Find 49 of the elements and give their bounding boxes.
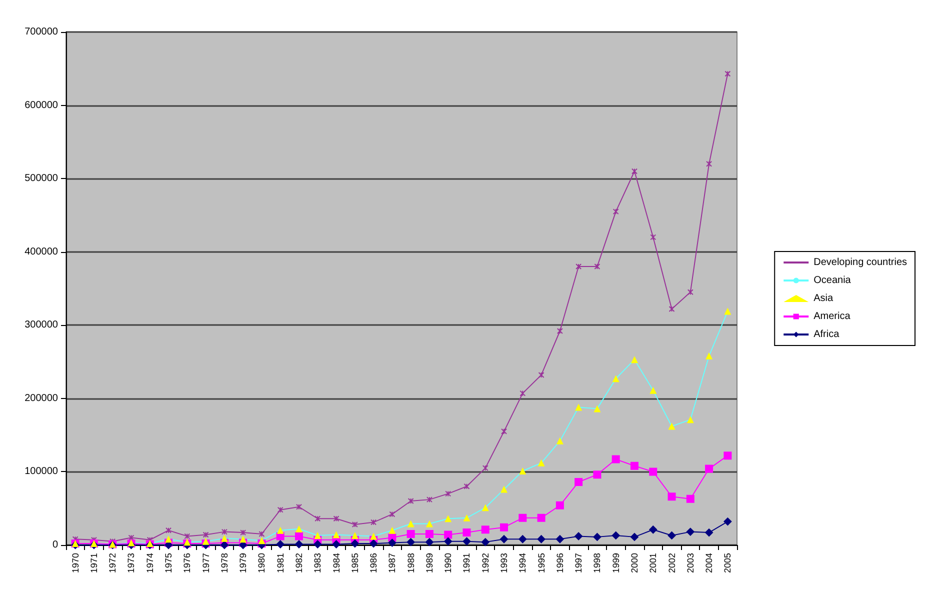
x-tick-label: 2002 xyxy=(666,553,677,574)
x-tick-label: 1998 xyxy=(592,553,602,574)
y-tick-label: 500000 xyxy=(24,173,58,184)
x-tick-label: 1997 xyxy=(574,553,584,574)
legend-label: America xyxy=(814,311,851,322)
legend-label: Oceania xyxy=(814,275,852,286)
x-tick-label: 1979 xyxy=(238,553,248,574)
x-tick-label: 1970 xyxy=(70,553,80,574)
y-tick-label: 100000 xyxy=(24,466,58,478)
y-tick-label: 200000 xyxy=(24,392,58,404)
x-tick-label: 1987 xyxy=(387,553,398,574)
y-tick-label: 400000 xyxy=(24,246,58,258)
x-tick-label: 1974 xyxy=(144,553,155,574)
x-tick-label: 1972 xyxy=(108,553,118,574)
y-tick-label: 700000 xyxy=(24,26,58,38)
x-tick-label: 1976 xyxy=(182,553,192,574)
x-tick-label: 1995 xyxy=(536,553,546,574)
x-tick-label: 1991 xyxy=(462,553,472,574)
x-tick-label: 2001 xyxy=(648,553,658,574)
x-tick-label: 1996 xyxy=(554,553,565,574)
x-tick-label: 1978 xyxy=(219,553,230,574)
x-tick-label: 1982 xyxy=(294,553,304,574)
y-tick-label: 300000 xyxy=(24,320,58,331)
x-tick-label: 1990 xyxy=(443,553,454,574)
y-tick-label: 0 xyxy=(52,540,58,550)
x-tick-label: 1986 xyxy=(368,553,379,574)
x-tick-label: 2004 xyxy=(704,553,714,574)
x-tick-label: 1994 xyxy=(518,553,528,574)
x-tick-label: 2000 xyxy=(629,553,640,574)
x-tick-label: 1981 xyxy=(275,553,286,574)
x-tick-label: 1989 xyxy=(424,553,434,574)
x-tick-label: 1983 xyxy=(312,553,323,574)
x-tick-label: 1993 xyxy=(499,553,510,574)
x-tick-label: 1992 xyxy=(480,553,490,574)
x-tick-label: 1975 xyxy=(164,553,174,574)
x-tick-label: 1988 xyxy=(406,553,416,574)
x-tick-label: 1973 xyxy=(126,553,136,574)
x-tick-label: 1971 xyxy=(88,553,99,574)
legend-label: Asia xyxy=(814,293,834,304)
x-tick-label: 1977 xyxy=(200,553,211,574)
x-tick-label: 2005 xyxy=(722,553,733,574)
y-tick-label: 600000 xyxy=(24,100,58,111)
legend-label: Africa xyxy=(814,329,840,340)
x-tick-label: 1980 xyxy=(256,553,267,574)
x-tick-label: 2003 xyxy=(685,553,696,574)
x-tick-label: 1985 xyxy=(350,553,360,574)
x-tick-label: 1984 xyxy=(331,553,342,574)
legend-label: Developing countries xyxy=(814,257,907,268)
x-tick-label: 1999 xyxy=(610,553,621,574)
